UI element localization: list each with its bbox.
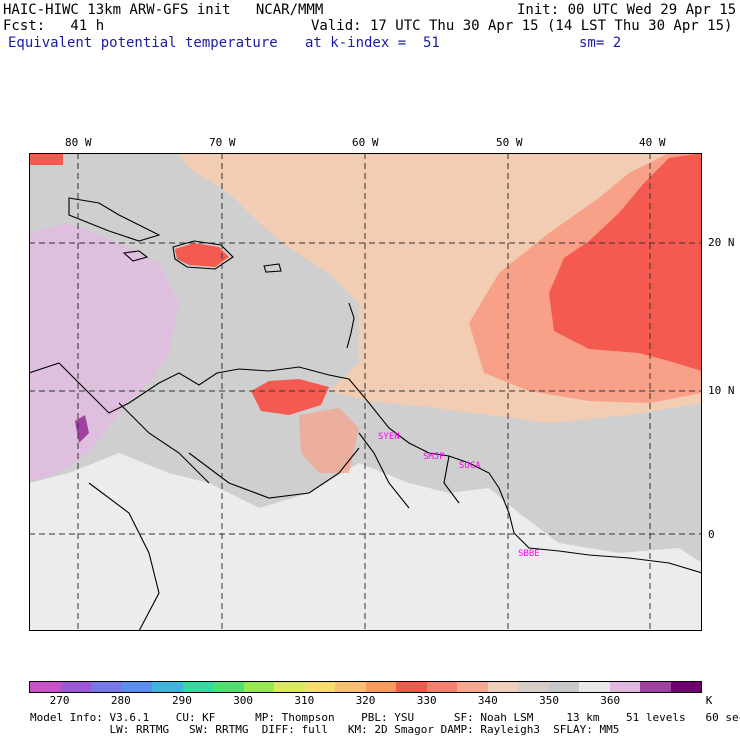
legend-tick-label: 320 (355, 694, 376, 707)
theta-e-map (29, 153, 702, 631)
coast-jamaica (122, 250, 149, 262)
border-colombia-peru (88, 482, 160, 631)
hot-patch-hispaniola (175, 243, 229, 267)
valid-time: Valid: 17 UTC Thu 30 Apr 15 (14 LST Thu … (311, 18, 733, 34)
legend-swatch (243, 682, 274, 692)
map-border (29, 153, 702, 631)
legend-swatch (396, 682, 427, 692)
coast-south-america-north (29, 362, 702, 574)
coast-lesser-antilles (346, 302, 355, 349)
hot-theta-core (549, 153, 702, 371)
model-info-line-2: LW: RRTMG SW: RRTMG DIFF: full KM: 2D Sm… (30, 723, 620, 736)
lon-label-40w: 40 W (639, 136, 666, 149)
legend-tick-label: 360 (600, 694, 621, 707)
color-legend-bar (29, 681, 702, 693)
station-smjp: SMJP (423, 452, 445, 462)
lat-label-20n: 20 N (708, 236, 735, 249)
legend-swatch (518, 682, 549, 692)
legend-swatch (457, 682, 488, 692)
hot-patch-venezuela (251, 379, 329, 415)
legend-swatch (335, 682, 366, 692)
legend-tick-label: 340 (477, 694, 498, 707)
warm-patch-venezuela (299, 408, 359, 473)
model-title: HAIC-HIWC 13km ARW-GFS init NCAR/MMM (3, 2, 324, 18)
coast-hispaniola (172, 240, 234, 270)
init-time: Init: 00 UTC Wed 29 Apr 15 (517, 2, 737, 18)
legend-swatch (670, 682, 701, 692)
legend-swatch (640, 682, 671, 692)
border-suriname (443, 455, 460, 504)
legend-swatch (548, 682, 579, 692)
legend-swatch (121, 682, 152, 692)
legend-unit-label: K (705, 694, 713, 707)
legend-tick-label: 290 (172, 694, 192, 707)
legend-tick-label: 350 (539, 694, 559, 707)
land-light-region (29, 453, 702, 631)
model-info-line-1: Model Info: V3.6.1 CU: KF MP: Thompson P… (30, 711, 740, 724)
legend-swatch (30, 682, 61, 692)
lat-label-10n: 10 N (708, 384, 735, 397)
legend-tick-label: 300 (233, 694, 254, 707)
lon-label-80w: 80 W (65, 136, 92, 149)
forecast-hour: Fcst: 41 h (3, 18, 105, 34)
legend-swatch (91, 682, 122, 692)
lon-label-60w: 60 W (352, 136, 379, 149)
station-sbbe: SBBE (518, 549, 540, 559)
legend-swatch (365, 682, 396, 692)
smoothing: sm= 2 (579, 35, 622, 51)
coast-puerto-rico (263, 263, 282, 273)
hot-patch-nw (29, 153, 63, 165)
legend-swatch (579, 682, 610, 692)
legend-tick-label: 270 (49, 694, 70, 707)
legend-swatch (487, 682, 518, 692)
legend-swatch (304, 682, 335, 692)
lat-lon-grid (29, 153, 702, 631)
lat-label-equator: 0 (708, 528, 715, 541)
legend-swatch (213, 682, 244, 692)
cool-theta-region-west (29, 223, 179, 483)
lon-label-50w: 50 W (496, 136, 523, 149)
field-name: Equivalent potential temperature (8, 35, 278, 51)
legend-tick-label: 330 (416, 694, 437, 707)
legend-swatch (274, 682, 305, 692)
legend-swatch (182, 682, 213, 692)
legend-swatch (609, 682, 640, 692)
legend-swatch (426, 682, 457, 692)
border-venezuela-guyana (358, 432, 410, 509)
border-colombia-panama (118, 402, 210, 484)
station-soca: SOCA (459, 461, 481, 471)
legend-swatch (152, 682, 183, 692)
level-index: at k-index = 51 (305, 35, 440, 51)
station-syen: SYEN (378, 432, 400, 442)
legend-tick-label: 310 (294, 694, 315, 707)
lon-label-70w: 70 W (209, 136, 236, 149)
coast-cuba (68, 197, 161, 242)
legend-swatch (60, 682, 91, 692)
legend-tick-label: 280 (110, 694, 131, 707)
